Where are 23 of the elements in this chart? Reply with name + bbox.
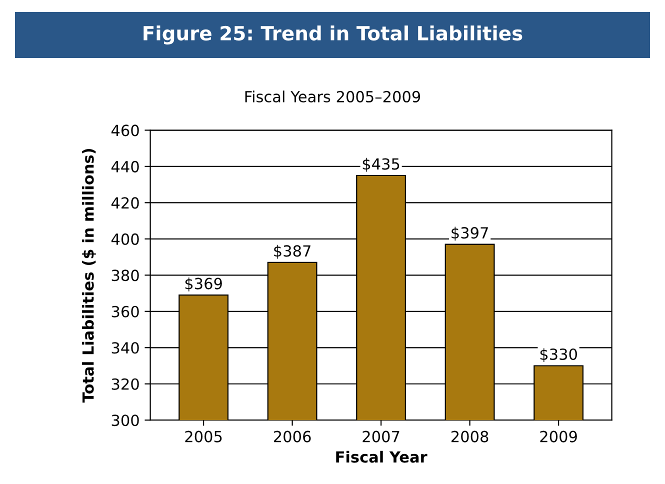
y-tick-label: 380: [112, 270, 139, 282]
y-tick-label: 440: [111, 160, 139, 172]
x-tick-label: 2009: [540, 430, 577, 442]
y-axis-title: Total Liabilities ($ in millions): [82, 148, 96, 403]
y-tick-label: 320: [112, 378, 139, 390]
y-tick-label: 420: [111, 197, 139, 209]
x-tick-label: 2007: [362, 430, 400, 442]
y-tick-label: 360: [112, 306, 139, 318]
chart-subtitle: Fiscal Years 2005–2009: [245, 90, 420, 102]
y-tick-label: 340: [112, 342, 139, 354]
data-label: $435: [362, 158, 400, 172]
x-tick-label: 2006: [274, 430, 311, 442]
y-tick-label: 400: [111, 233, 139, 245]
chart-title: Figure 25: Trend in Total Liabilities: [144, 26, 522, 44]
data-label: $397: [452, 226, 488, 241]
data-label: $330: [540, 348, 577, 362]
data-label: $369: [185, 278, 222, 292]
x-tick-label: 2005: [185, 430, 222, 442]
x-axis-title: Fiscal Year: [336, 450, 428, 463]
y-tick-label: 460: [111, 124, 139, 136]
x-tick-label: 2008: [451, 430, 488, 442]
data-label: $387: [274, 244, 310, 259]
y-tick-label: 300: [112, 414, 139, 426]
